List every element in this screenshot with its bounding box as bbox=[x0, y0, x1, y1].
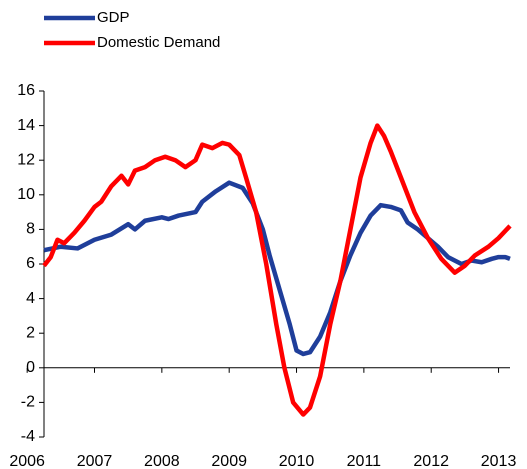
x-tick-label: 2008 bbox=[144, 453, 180, 469]
y-tick-label: -2 bbox=[21, 394, 35, 411]
y-tick-label: 0 bbox=[26, 359, 35, 376]
y-tick-label: 4 bbox=[26, 290, 35, 307]
x-tick-label: 2009 bbox=[211, 453, 247, 469]
x-tick-label: 2013 bbox=[481, 453, 517, 469]
y-tick-label: 2 bbox=[26, 324, 35, 341]
y-tick-label: 12 bbox=[17, 151, 35, 168]
y-tick-label: 14 bbox=[17, 117, 35, 134]
x-tick-label: 2007 bbox=[77, 453, 113, 469]
legend-label: GDP bbox=[97, 9, 130, 26]
x-tick-label: 2006 bbox=[9, 453, 45, 469]
series-line bbox=[43, 180, 511, 357]
x-tick-label: 2012 bbox=[413, 453, 449, 469]
legend: GDP Domestic Demand bbox=[44, 9, 220, 51]
y-tick-label: 6 bbox=[26, 255, 35, 272]
y-tick-label: 10 bbox=[17, 186, 35, 203]
legend-label: Domestic Demand bbox=[97, 34, 220, 51]
y-tick-label: 16 bbox=[17, 82, 35, 99]
x-tick-label: 2010 bbox=[279, 453, 315, 469]
series-line bbox=[42, 123, 512, 417]
y-tick-label: 8 bbox=[26, 221, 35, 238]
y-tick-label: -4 bbox=[21, 428, 35, 445]
x-tick-label: 2011 bbox=[347, 453, 382, 469]
